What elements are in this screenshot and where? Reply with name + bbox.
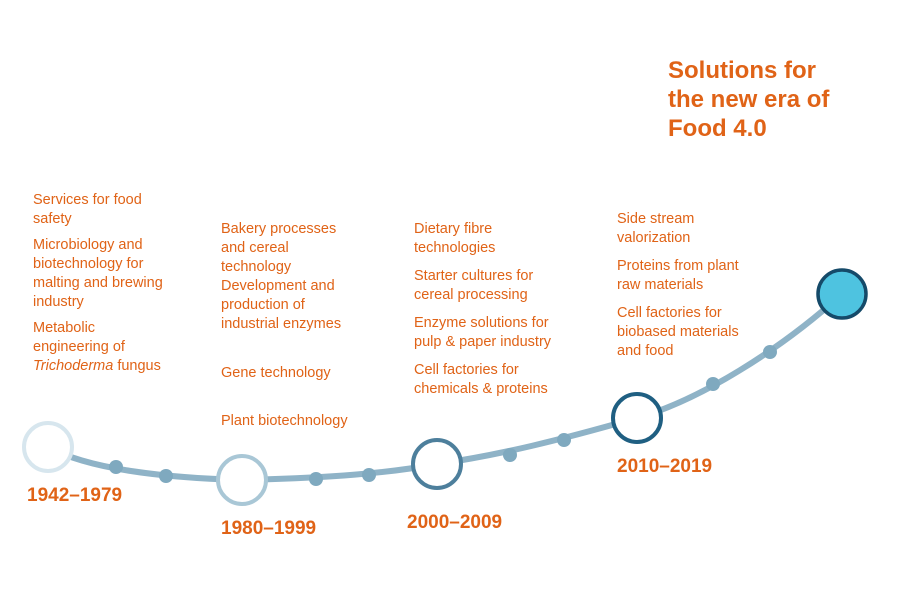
item-line: Enzyme solutions for [414,315,549,331]
item-line: Trichoderma fungus [33,358,161,374]
timeline-dot [309,472,323,486]
item-line: Plant biotechnology [221,413,348,429]
milestone-circle-1942 [22,421,74,473]
list-item: Side stream valorization [617,210,797,248]
item-line: raw materials [617,277,704,293]
item-line: cereal processing [414,287,528,303]
item-line: Side stream [617,211,695,227]
timeline-dot [503,448,517,462]
item-line: safety [33,211,72,227]
year-label-1980-1999: 1980–1999 [221,518,317,539]
list-item: Plant biotechnology [221,412,396,431]
timeline-dot [362,468,376,482]
headline-line: the new era of [668,86,830,113]
list-item: Cell factories for chemicals & proteins [414,361,594,399]
timeline-dot [763,345,777,359]
item-line: Gene technology [221,365,331,381]
milestone-circle-2000 [411,438,463,490]
headline-line: Food 4.0 [668,115,767,142]
list-item: Dietary fibre technologies [414,220,594,258]
item-line: and cereal [221,240,289,256]
item-line: Cell factories for [617,305,722,321]
milestone-circle-1980 [216,454,268,506]
item-line: technology [221,259,292,275]
item-line: Microbiology and [33,237,143,253]
timeline-dot [109,460,123,474]
item-line: industrial enzymes [221,316,342,332]
headline-line: Solutions for [668,57,816,84]
period-3-items: Dietary fibre technologies Starter cultu… [414,220,594,399]
item-line-italic: Trichoderma [33,358,114,374]
list-item: Starter cultures for cereal processing [414,267,594,305]
list-item: Development and production of industrial… [221,277,396,334]
item-line: malting and brewing [33,275,163,291]
item-line: biotechnology for [33,256,144,272]
item-line: technologies [414,240,496,256]
timeline-dot [557,433,571,447]
list-item: Bakery processes and cereal technology [221,220,396,277]
item-line: Development and [221,278,335,294]
list-item: Proteins from plant raw materials [617,257,797,295]
list-item: Services for food safety [33,191,213,229]
item-line: Proteins from plant [617,258,739,274]
period-2-items: Bakery processes and cereal technology D… [221,220,396,431]
milestone-circle-end [816,268,868,320]
item-line: Bakery processes [221,221,337,237]
list-item: Microbiology and biotechnology for malti… [33,236,213,312]
period-1-items: Services for food safety Microbiology an… [33,191,213,376]
item-line: Metabolic [33,320,96,336]
list-item: Metabolic engineering of Trichoderma fun… [33,319,213,376]
item-line: and food [617,343,674,359]
list-item: Cell factories for biobased materials an… [617,304,797,361]
milestone-circle-2010 [611,392,663,444]
timeline-dot [159,469,173,483]
headline: Solutions for the new era of Food 4.0 [668,56,908,143]
item-line: engineering of [33,339,125,355]
year-label-2010-2019: 2010–2019 [617,456,713,477]
item-line: pulp & paper industry [414,334,552,350]
item-line: chemicals & proteins [414,381,548,397]
item-line: Cell factories for [414,362,519,378]
period-4-items: Side stream valorization Proteins from p… [617,210,797,361]
year-label-2000-2009: 2000–2009 [407,512,503,533]
timeline-dot [706,377,720,391]
item-line: valorization [617,230,691,246]
item-line: Starter cultures for [414,268,534,284]
item-line: Dietary fibre [414,221,493,237]
list-item: Enzyme solutions for pulp & paper indust… [414,314,594,352]
item-line: industry [33,294,84,310]
item-line: Services for food [33,192,142,208]
list-item: Gene technology [221,364,396,383]
year-label-1942-1979: 1942–1979 [27,485,123,506]
item-line: biobased materials [617,324,739,340]
item-line: production of [221,297,305,313]
